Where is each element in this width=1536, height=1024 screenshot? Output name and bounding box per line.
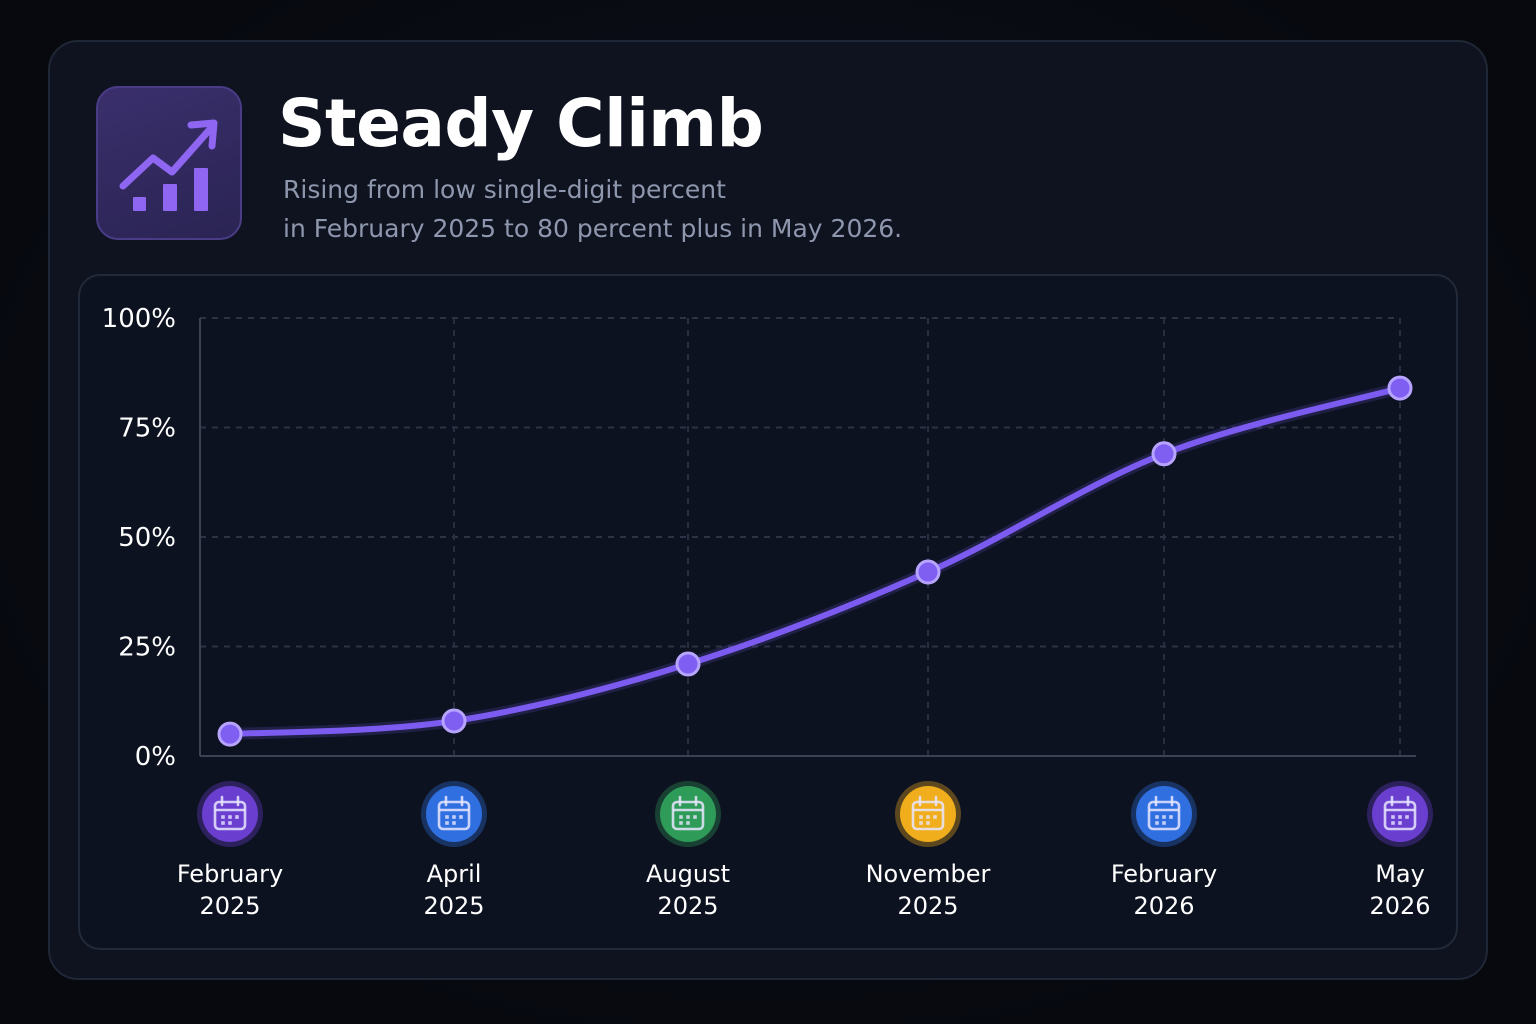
page-title: Steady Climb [278, 85, 764, 162]
calendar-icon [655, 781, 721, 847]
data-point[interactable] [915, 559, 941, 585]
x-tick-label-month: November [866, 860, 991, 888]
y-tick-label: 75% [118, 414, 176, 444]
x-tick-label-year: 2025 [657, 892, 718, 920]
subtitle-line-1: Rising from low single-digit percent [283, 175, 726, 204]
page-subtitle: Rising from low single-digit percent in … [283, 170, 1183, 248]
chart-panel: 0% 25% 50% 75% 100% February 2025 April 2025 Aug… [78, 274, 1458, 950]
calendar-badge [426, 786, 482, 842]
calendar-icon [197, 781, 263, 847]
data-point[interactable] [675, 651, 701, 677]
data-point[interactable] [1151, 441, 1177, 467]
calendar-badge [1136, 786, 1192, 842]
x-tick-label-month: August [646, 860, 730, 888]
x-tick-label-year: 2025 [423, 892, 484, 920]
line-chart: 0% 25% 50% 75% 100% February 2025 April 2025 Aug… [102, 304, 1433, 920]
subtitle-line-2: in February 2025 to 80 percent plus in M… [283, 214, 903, 243]
data-point[interactable] [1387, 375, 1413, 401]
x-tick-label-year: 2025 [897, 892, 958, 920]
x-tick-label-month: April [427, 860, 482, 888]
calendar-badge [900, 786, 956, 842]
x-tick-label-month: February [177, 860, 283, 888]
x-axis-labels: February 2025 April 2025 August 2025 November 2… [177, 860, 1431, 920]
calendar-badge [660, 786, 716, 842]
calendar-icon [1131, 781, 1197, 847]
trending-up-icon [96, 86, 242, 240]
y-tick-label: 0% [135, 742, 176, 772]
calendar-badge [1372, 786, 1428, 842]
calendar-icon [421, 781, 487, 847]
calendar-icon [1367, 781, 1433, 847]
chart-card: Steady Climb Rising from low single-digi… [48, 40, 1488, 980]
data-point[interactable] [217, 721, 243, 747]
x-tick-label-month: May [1375, 860, 1425, 888]
data-points [217, 375, 1413, 747]
x-tick-label-year: 2025 [199, 892, 260, 920]
category-icons [197, 781, 1433, 847]
y-tick-label: 50% [118, 523, 176, 553]
data-point[interactable] [441, 708, 467, 734]
x-tick-label-year: 2026 [1369, 892, 1430, 920]
y-axis-ticks: 0% 25% 50% 75% 100% [102, 304, 176, 772]
y-tick-label: 100% [102, 304, 176, 334]
x-tick-label-year: 2026 [1133, 892, 1194, 920]
calendar-badge [202, 786, 258, 842]
series-line [227, 385, 1403, 738]
axes [199, 318, 1416, 757]
grid [200, 317, 1401, 756]
x-tick-label-month: February [1111, 860, 1217, 888]
series-line-glow [224, 382, 1406, 741]
calendar-icon [895, 781, 961, 847]
series-line-layer [224, 382, 1406, 741]
y-tick-label: 25% [118, 633, 176, 663]
